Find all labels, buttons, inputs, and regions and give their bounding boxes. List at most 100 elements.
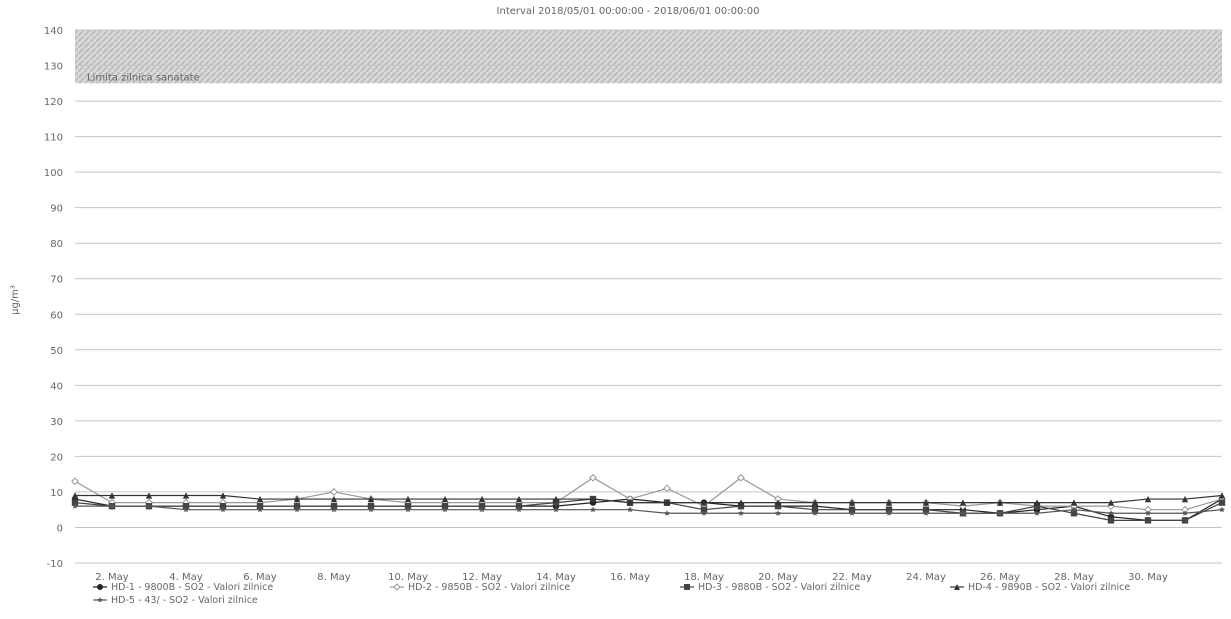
y-tick-label: 120 xyxy=(44,97,63,108)
data-point xyxy=(367,495,375,503)
data-point xyxy=(700,506,708,513)
data-point xyxy=(97,584,103,590)
data-point xyxy=(885,506,893,513)
x-tick-label: 8. May xyxy=(317,572,350,583)
data-point xyxy=(849,510,855,516)
data-point xyxy=(442,506,448,513)
data-point xyxy=(848,499,856,506)
data-point xyxy=(589,473,597,482)
legend-item: HD-5 - 43/ - SO2 - Valori zilnice xyxy=(93,595,258,606)
data-point xyxy=(684,584,690,590)
data-point xyxy=(1070,510,1078,517)
data-point xyxy=(405,506,411,513)
y-tick-label: 30 xyxy=(50,417,63,428)
y-tick-label: 140 xyxy=(44,26,63,37)
data-point xyxy=(1033,502,1041,510)
data-point xyxy=(700,499,708,506)
data-point xyxy=(626,499,634,506)
data-point xyxy=(663,499,671,506)
data-point xyxy=(330,495,338,503)
data-point xyxy=(367,502,375,510)
data-point xyxy=(664,510,670,516)
data-point xyxy=(1108,510,1114,516)
legend-label: HD-1 - 9800B - SO2 - Valori zilnice xyxy=(111,582,273,593)
data-point xyxy=(331,506,337,513)
data-point xyxy=(553,506,559,513)
data-point xyxy=(775,510,781,516)
series-line xyxy=(75,505,1223,514)
x-tick-label: 28. May xyxy=(1054,572,1094,583)
data-point xyxy=(996,499,1004,506)
x-tick-label: 22. May xyxy=(832,572,872,583)
data-point xyxy=(812,510,818,516)
data-point xyxy=(848,506,856,513)
data-point xyxy=(256,495,264,503)
x-tick-label: 30. May xyxy=(1128,572,1168,583)
y-axis-label: µg/m³ xyxy=(10,285,21,315)
data-point xyxy=(1144,517,1152,524)
data-point xyxy=(997,510,1003,516)
data-point xyxy=(479,506,485,513)
data-point xyxy=(97,597,103,603)
data-point xyxy=(146,502,152,509)
data-point xyxy=(552,499,560,506)
data-point xyxy=(774,499,782,506)
legend-item: HD-4 - 9890B - SO2 - Valori zilnice xyxy=(950,582,1130,593)
y-tick-label: 40 xyxy=(50,381,63,392)
x-tick-label: 16. May xyxy=(610,572,650,583)
data-point xyxy=(589,495,597,503)
data-point xyxy=(478,495,486,503)
data-point xyxy=(293,495,301,503)
data-point xyxy=(516,506,522,513)
data-point xyxy=(627,506,633,513)
data-point xyxy=(959,499,967,506)
y-tick-label: 10 xyxy=(50,488,63,499)
data-point xyxy=(182,502,190,510)
x-axis: 2. May 4. May 6. May 8. May 10. May 12. May 14… xyxy=(95,572,1168,583)
data-point xyxy=(737,473,745,482)
legend-label: HD-4 - 9890B - SO2 - Valori zilnice xyxy=(968,582,1130,593)
data-point xyxy=(108,492,116,499)
data-point xyxy=(330,488,338,496)
data-point xyxy=(219,502,227,510)
y-tick-label: 0 xyxy=(57,523,63,534)
data-point xyxy=(886,510,892,516)
legend-item: HD-1 - 9800B - SO2 - Valori zilnice xyxy=(93,582,273,593)
data-point xyxy=(1145,510,1151,516)
threshold-band-area xyxy=(75,30,1222,84)
x-tick-label: 2. May xyxy=(95,572,128,583)
series-lines xyxy=(71,473,1226,524)
y-tick-label: 100 xyxy=(44,168,63,179)
data-point xyxy=(330,502,338,510)
x-tick-label: 10. May xyxy=(388,572,428,583)
legend: HD-1 - 9800B - SO2 - Valori zilnice HD-2 … xyxy=(93,582,1130,606)
series-2 xyxy=(71,473,1226,514)
legend-label: HD-2 - 9850B - SO2 - Valori zilnice xyxy=(408,582,570,593)
data-point xyxy=(183,506,189,513)
x-tick-label: 18. May xyxy=(684,572,724,583)
y-tick-label: 60 xyxy=(50,310,63,321)
series-4 xyxy=(71,492,1226,506)
series-line xyxy=(75,494,1223,504)
x-tick-label: 6. May xyxy=(243,572,276,583)
data-point xyxy=(515,495,523,503)
data-point xyxy=(774,502,782,510)
grid xyxy=(75,29,1222,564)
data-point xyxy=(72,502,78,509)
y-tick-label: -10 xyxy=(47,559,63,570)
data-point xyxy=(404,502,412,510)
data-point xyxy=(1182,510,1188,516)
data-point xyxy=(590,506,596,513)
data-point xyxy=(1144,495,1152,503)
data-point xyxy=(478,502,486,510)
data-point xyxy=(701,510,707,516)
data-point xyxy=(1218,492,1226,499)
data-point xyxy=(737,499,745,506)
data-point xyxy=(1070,499,1078,506)
x-tick-label: 26. May xyxy=(980,572,1020,583)
data-point xyxy=(663,484,671,493)
data-point xyxy=(922,499,930,506)
data-point xyxy=(1071,506,1077,513)
data-point xyxy=(256,502,264,510)
